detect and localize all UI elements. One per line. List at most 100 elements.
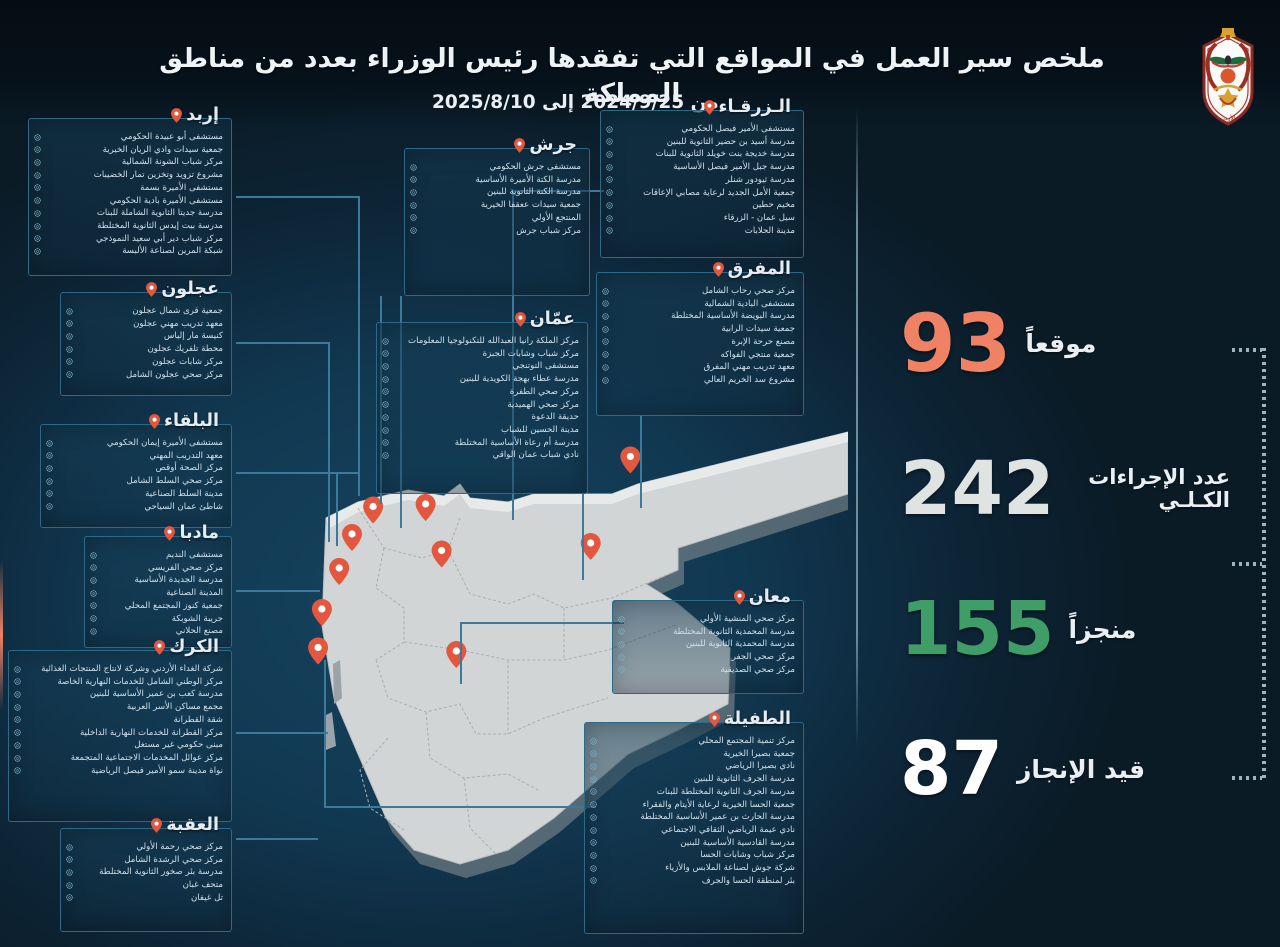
gear-bullet-icon bbox=[410, 163, 417, 171]
list-item-label: مستشفى الأميرة بسمة bbox=[140, 182, 223, 193]
list-item-label: مدرسة أم رعاة الأساسية المختلطة bbox=[454, 437, 579, 448]
list-item-label: مدرسة الكتة الثانوية للبنين bbox=[486, 187, 581, 198]
list-item: مدرسة المحمدية الثانوية للبنين bbox=[618, 639, 795, 650]
list-item-label: مصنع الحلاني bbox=[175, 626, 223, 637]
stat-total-sites: 93 موقعاً bbox=[900, 304, 1230, 384]
region-panel-mafraq[interactable]: المفرق مركز صحي رحاب الشامل مستشفى البادي… bbox=[596, 259, 804, 416]
list-item-label: مستشفى البادية الشمالية bbox=[704, 298, 795, 309]
list-item: مركز شباب وشابات الجبزة bbox=[382, 349, 579, 360]
region-panel-tafilah[interactable]: الطفيلة مركز تنمية المجتمع المحلي جمعية ب… bbox=[584, 709, 804, 934]
connector-maan bbox=[460, 622, 624, 624]
list-item: مدرسة الجرف الثانوية للبنين bbox=[590, 774, 795, 785]
list-item-label: نادي عيمة الرياضي الثقافي الاجتماعي bbox=[661, 825, 795, 836]
gear-bullet-icon bbox=[382, 363, 389, 370]
stats-bracket bbox=[1222, 348, 1266, 780]
list-item: مستشفى التوتنجي bbox=[382, 361, 579, 372]
header-band bbox=[0, 0, 1280, 128]
marker-maan[interactable] bbox=[446, 641, 467, 668]
region-panel-madaba[interactable]: مادبا مستشفى النديم مركز صحي الفريسي مدرسة… bbox=[84, 523, 232, 648]
list-item: بئر لمنطقة الحسا والجرف bbox=[590, 876, 795, 887]
region-name-maan: معان bbox=[748, 587, 791, 607]
list-item-label: مصنع حرحة الإبرة bbox=[731, 336, 795, 347]
list-item: مصنع حرحة الإبرة bbox=[602, 337, 795, 348]
gear-bullet-icon bbox=[602, 376, 609, 384]
region-items-ajloun: جمعية قرى شمال عجلون معهد تدريب مهني عجلو… bbox=[60, 306, 232, 382]
gear-bullet-icon bbox=[606, 176, 613, 184]
page-title: ملخص سير العمل في المواقع التي تفقدها رئ… bbox=[159, 43, 1105, 109]
location-pin-icon bbox=[164, 525, 176, 541]
gear-bullet-icon bbox=[66, 320, 73, 328]
gear-bullet-icon bbox=[66, 856, 73, 864]
marker-zarqa[interactable] bbox=[431, 540, 452, 568]
gear-bullet-icon bbox=[14, 729, 21, 736]
gear-bullet-icon bbox=[410, 189, 417, 196]
gear-bullet-icon bbox=[34, 235, 41, 243]
region-panel-jerash[interactable]: جرش مستشفى جرش الحكومي مدرسة الكتة الأمير… bbox=[404, 135, 590, 296]
list-item: مستشفى البادية الشمالية bbox=[602, 299, 795, 310]
location-pin-icon bbox=[733, 589, 745, 605]
list-item: مدرسة الكتة الثانوية للبنين bbox=[410, 187, 581, 198]
marker-ajloun[interactable] bbox=[342, 524, 362, 551]
list-item-label: شركة الغداء الأردني وشركة لانتاج المنتجا… bbox=[41, 664, 223, 674]
connector-irbid bbox=[236, 196, 360, 198]
bracket-spine bbox=[1262, 348, 1266, 780]
gear-bullet-icon bbox=[34, 171, 41, 179]
list-item: مبنى حكومي غير مستغل bbox=[14, 740, 223, 751]
list-item: مدينة الحلابات bbox=[606, 226, 795, 237]
location-pin-icon bbox=[151, 817, 163, 833]
gear-bullet-icon bbox=[590, 801, 597, 808]
region-panel-balqa[interactable]: البلقاء مستشفى الأميرة إيمان الحكومي معهد… bbox=[40, 411, 232, 528]
region-panel-aqaba[interactable]: العقبة مركز صحي رحمة الأولي مركز صحي الرش… bbox=[60, 815, 232, 932]
gear-bullet-icon bbox=[382, 337, 389, 345]
connector-tafilah bbox=[324, 806, 596, 808]
list-item: مركز صحي الهميدية bbox=[382, 400, 579, 411]
list-item-label: مدرسة البويضة الأساسية المختلطة bbox=[671, 311, 795, 322]
region-panel-amman[interactable]: عمّان مركز الملكة رانيا العبدالله للتكنو… bbox=[376, 309, 588, 494]
list-item-label: مدرسة أسيد بن حضير الثانوية للبنين bbox=[666, 136, 795, 147]
list-item-label: مركز تنمية المجتمع المحلي bbox=[698, 736, 795, 746]
list-item: شقة القطرانة bbox=[14, 715, 223, 726]
marker-irbid[interactable] bbox=[363, 496, 384, 524]
marker-karak[interactable] bbox=[308, 637, 329, 665]
gear-bullet-icon bbox=[90, 551, 97, 559]
region-panel-irbid[interactable]: إربد مستشفى أبو عبيدة الحكومي جمعية سيدات… bbox=[28, 105, 232, 276]
region-name-ajloun: عجلون bbox=[161, 279, 219, 299]
marker-madaba[interactable] bbox=[311, 599, 332, 626]
region-panel-karak[interactable]: الكرك شركة الغداء الأردني وشركة لانتاج ا… bbox=[8, 637, 232, 822]
list-item: مدرسة القادسية الأساسية للبنين bbox=[590, 838, 795, 849]
stat-number-procedures: 242 bbox=[900, 446, 1055, 532]
gear-bullet-icon bbox=[382, 413, 389, 421]
marker-amman[interactable] bbox=[620, 446, 641, 474]
marker-balqa[interactable] bbox=[329, 558, 350, 585]
gear-bullet-icon bbox=[382, 426, 389, 434]
list-item-label: مركز الملكة رانيا العبدالله للتكنولوجيا … bbox=[408, 336, 579, 346]
region-panel-zarqa[interactable]: الـزرقـاء مستشفى الأمير فيصل الحكومي مدرس… bbox=[600, 97, 804, 258]
connector-ajloun bbox=[236, 342, 330, 344]
gear-bullet-icon bbox=[66, 345, 73, 353]
stat-in-progress: 87 قيد الإنجاز bbox=[900, 732, 1230, 806]
region-items-tafilah: مركز تنمية المجتمع المحلي جمعية بصيرا الخ… bbox=[584, 736, 804, 889]
marker-mafraq[interactable] bbox=[580, 533, 601, 560]
list-item: سيل عمان - الزرقاء bbox=[606, 213, 795, 224]
gear-bullet-icon bbox=[90, 602, 97, 610]
list-item: مركز شباب الشونة الشمالية bbox=[34, 157, 223, 168]
list-item: مدرسة خديجة بنت خويلد الثانوية للبنات bbox=[606, 149, 795, 160]
stat-label-completed: منجزاً bbox=[1068, 614, 1137, 644]
list-item: مركز صحي الرشدة الشامل bbox=[66, 855, 223, 866]
region-panel-maan[interactable]: معان مركز صحي المنشية الأولي مدرسة المحمد… bbox=[612, 587, 804, 694]
gear-bullet-icon bbox=[90, 577, 97, 584]
svg-text:الأردن: الأردن bbox=[1220, 114, 1235, 122]
region-panel-ajloun[interactable]: عجلون جمعية قرى شمال عجلون معهد تدريب مهن… bbox=[60, 279, 232, 396]
region-items-karak: شركة الغداء الأردني وشركة لانتاج المنتجا… bbox=[8, 664, 232, 778]
stat-total-procedures: 242 عدد الإجراءات الكـلـي bbox=[900, 446, 1230, 532]
marker-jerash[interactable] bbox=[415, 494, 436, 521]
list-item-label: مركز صحي الجفر bbox=[731, 652, 795, 663]
list-item: شبكة المرين لصناعة الألبسة bbox=[34, 246, 223, 257]
gear-bullet-icon bbox=[410, 176, 417, 184]
list-item: مركز شباب دير أبي سعيد النموذجي bbox=[34, 234, 223, 245]
list-item: جمعية كنوز المجتمع المحلي bbox=[90, 601, 223, 612]
list-item: مركز صحي المنشية الأولي bbox=[618, 614, 795, 625]
gear-bullet-icon bbox=[618, 628, 625, 636]
list-item-label: جمعية قرى شمال عجلون bbox=[132, 306, 223, 316]
list-item: مشروع تزويد وتخزين تمار الخضيبات bbox=[34, 170, 223, 181]
